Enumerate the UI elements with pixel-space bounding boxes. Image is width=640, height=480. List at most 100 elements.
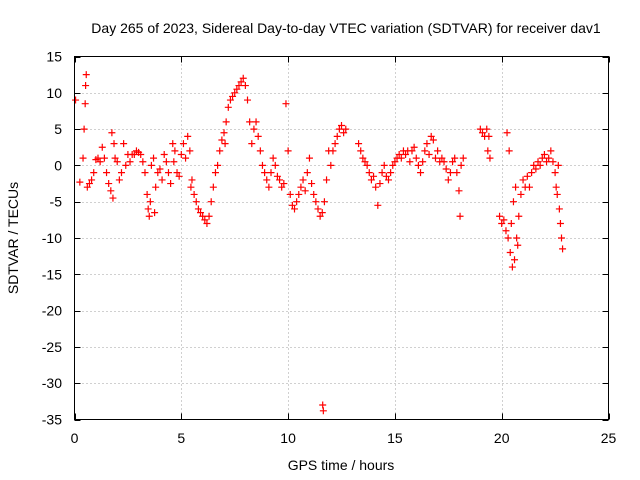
data-point <box>117 169 125 177</box>
data-point <box>147 161 155 169</box>
data-point <box>145 212 153 220</box>
y-tick-label: -5 <box>50 194 63 210</box>
data-point <box>224 103 232 111</box>
data-point <box>271 161 279 169</box>
data-point <box>137 151 145 159</box>
data-point <box>158 176 166 184</box>
data-point <box>316 212 324 220</box>
data-point <box>265 183 273 191</box>
data-point <box>519 176 527 184</box>
data-point <box>545 154 553 162</box>
x-tick-label: 5 <box>177 430 185 446</box>
data-point <box>509 198 517 206</box>
data-point <box>226 96 234 104</box>
data-point <box>107 187 115 195</box>
data-point <box>331 140 339 148</box>
data-point <box>299 176 307 184</box>
data-point <box>310 190 318 198</box>
data-point <box>203 219 211 227</box>
data-point <box>151 209 159 217</box>
data-point <box>554 161 562 169</box>
data-point <box>434 147 442 155</box>
data-point <box>556 219 564 227</box>
plot-frame <box>74 56 609 420</box>
data-point <box>267 169 275 177</box>
data-point <box>444 176 452 184</box>
data-point <box>177 151 185 159</box>
data-point <box>239 74 247 82</box>
data-point <box>506 249 514 257</box>
data-point <box>417 169 425 177</box>
data-point <box>410 143 418 151</box>
data-point <box>365 169 373 177</box>
data-point <box>370 172 378 180</box>
data-point <box>376 180 384 188</box>
data-point <box>536 161 544 169</box>
data-point <box>82 71 90 79</box>
data-point <box>478 129 486 137</box>
data-point <box>476 125 484 133</box>
data-point <box>141 169 149 177</box>
data-point <box>175 172 183 180</box>
data-point <box>459 154 467 162</box>
data-point <box>263 176 271 184</box>
data-point <box>109 194 117 202</box>
data-point <box>122 161 130 169</box>
data-point <box>342 125 350 133</box>
data-point <box>455 187 463 195</box>
data-point <box>171 147 179 155</box>
data-point <box>395 151 403 159</box>
data-point <box>485 132 493 140</box>
data-point <box>256 147 264 155</box>
data-point <box>144 205 152 213</box>
data-point <box>425 151 433 159</box>
data-point <box>248 140 256 148</box>
data-point <box>500 216 508 224</box>
data-point <box>552 183 560 191</box>
data-point <box>216 147 224 155</box>
data-point <box>312 198 320 206</box>
data-point <box>192 198 200 206</box>
data-point <box>319 407 327 415</box>
data-point <box>113 158 121 166</box>
data-point <box>269 154 277 162</box>
data-point <box>233 85 241 93</box>
data-point <box>323 176 331 184</box>
data-point <box>90 169 98 177</box>
x-axis-tick-labels: 0 5 10 15 20 25 <box>71 430 617 446</box>
data-point <box>167 180 175 188</box>
data-point <box>150 154 158 162</box>
data-point <box>246 118 254 126</box>
data-point <box>252 118 260 126</box>
x-tick-label: 15 <box>387 430 403 446</box>
data-point <box>327 161 335 169</box>
data-point <box>538 154 546 162</box>
data-point <box>438 154 446 162</box>
chart-title: Day 265 of 2023, Sidereal Day-to-day VTE… <box>91 20 601 36</box>
data-point <box>357 147 365 155</box>
data-point <box>280 180 288 188</box>
data-point <box>231 89 239 97</box>
data-point <box>146 198 154 206</box>
data-point <box>421 147 429 155</box>
data-point <box>258 161 266 169</box>
data-point <box>314 205 322 213</box>
data-point <box>451 154 459 162</box>
data-point <box>397 154 405 162</box>
data-point <box>534 158 542 166</box>
data-point <box>205 212 213 220</box>
data-point <box>284 147 292 155</box>
data-point <box>88 176 96 184</box>
x-axis-title: GPS time / hours <box>288 457 395 473</box>
data-point <box>222 118 230 126</box>
data-point <box>429 136 437 144</box>
data-point <box>457 161 465 169</box>
data-point <box>301 187 309 195</box>
data-point <box>446 169 454 177</box>
data-point <box>514 241 522 249</box>
y-tick-label: 0 <box>54 157 62 173</box>
x-tick-label: 25 <box>601 430 617 446</box>
data-point <box>359 154 367 162</box>
data-point <box>504 234 512 242</box>
